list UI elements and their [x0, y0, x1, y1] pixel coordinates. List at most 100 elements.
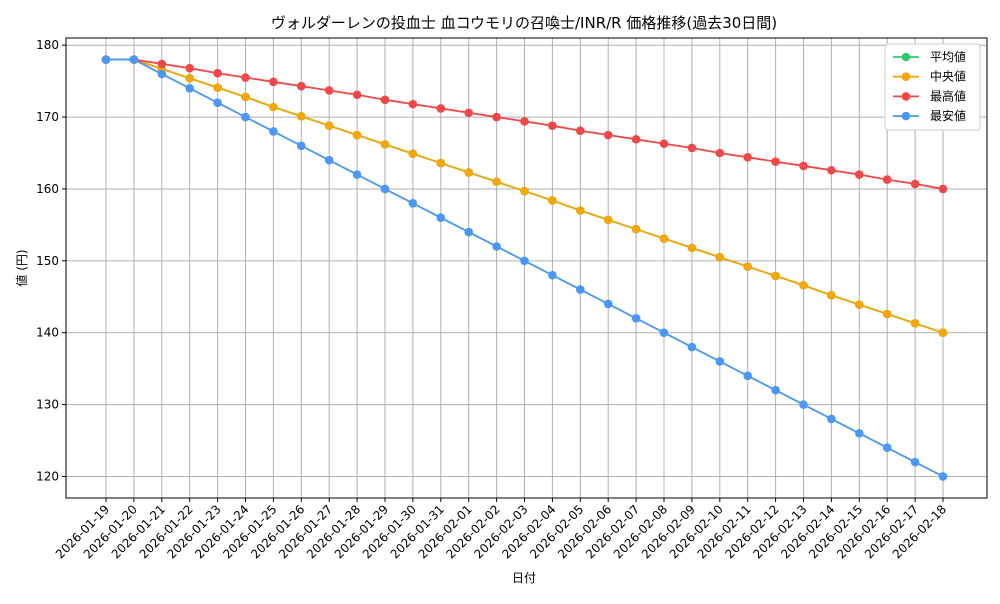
data-point: [938, 472, 948, 481]
legend-item: 最高値: [893, 88, 966, 103]
data-point: [882, 443, 892, 452]
data-point: [882, 309, 892, 319]
data-point: [157, 69, 167, 79]
y-tick-label: 160: [36, 182, 59, 196]
data-point: [659, 139, 669, 148]
data-point: [771, 157, 780, 166]
legend-marker: [901, 111, 911, 121]
data-point: [324, 121, 334, 130]
data-point: [687, 243, 697, 253]
data-point: [380, 95, 390, 105]
data-point: [520, 256, 529, 266]
data-point: [129, 55, 139, 64]
legend-label: 最安値: [930, 108, 966, 123]
data-point: [827, 165, 836, 175]
data-point: [576, 285, 585, 294]
data-point: [380, 184, 390, 194]
data-point: [687, 143, 697, 153]
data-point: [855, 300, 864, 309]
y-tick-label: 130: [36, 398, 59, 412]
data-point: [827, 414, 836, 424]
data-point: [882, 175, 892, 184]
y-axis: 120 130 140 150 160 170 180: [36, 38, 66, 483]
series-layer: [101, 55, 948, 481]
data-point: [269, 102, 278, 112]
data-point: [297, 141, 306, 151]
data-point: [241, 73, 250, 82]
data-point: [436, 104, 446, 113]
y-tick-label: 170: [36, 110, 59, 124]
data-point: [910, 457, 920, 467]
data-point: [743, 262, 752, 271]
legend-label: 平均値: [930, 49, 966, 64]
data-point: [185, 73, 194, 83]
grid-layer: [66, 38, 987, 498]
data-point: [408, 199, 418, 208]
data-point: [352, 90, 362, 100]
data-point: [408, 149, 418, 159]
y-tick-label: 150: [36, 254, 59, 268]
data-point: [520, 117, 529, 126]
y-tick-label: 140: [36, 326, 59, 340]
data-point: [436, 213, 446, 222]
legend-item: 平均値: [893, 49, 966, 64]
data-point: [603, 130, 613, 140]
legend-marker: [901, 52, 911, 62]
data-point: [269, 127, 278, 136]
y-tick-label: 120: [36, 469, 59, 483]
data-point: [380, 140, 390, 149]
data-point: [101, 55, 111, 64]
data-point: [855, 429, 864, 438]
data-point: [324, 86, 334, 95]
data-point: [659, 234, 669, 243]
data-point: [492, 177, 501, 187]
data-point: [771, 271, 780, 281]
series-3: [101, 55, 948, 481]
data-point: [715, 357, 725, 366]
data-point: [938, 328, 948, 337]
data-point: [464, 227, 474, 237]
data-point: [603, 215, 613, 225]
data-point: [352, 170, 362, 179]
data-point: [324, 155, 334, 165]
legend-label: 中央値: [930, 69, 966, 84]
data-point: [715, 148, 725, 158]
data-point: [799, 400, 808, 409]
legend-label: 最高値: [930, 88, 966, 103]
data-point: [548, 121, 557, 130]
data-point: [631, 314, 641, 323]
data-point: [743, 153, 752, 162]
data-point: [185, 84, 194, 93]
data-point: [241, 112, 250, 122]
legend-item: 最安値: [893, 108, 966, 123]
data-point: [910, 179, 920, 189]
data-point: [464, 108, 474, 118]
data-point: [408, 99, 418, 109]
data-point: [631, 224, 641, 234]
data-point: [436, 158, 446, 168]
data-point: [213, 83, 222, 92]
data-point: [715, 252, 725, 262]
y-axis-label: 値 (円): [14, 249, 29, 286]
data-point: [185, 63, 194, 73]
data-point: [297, 81, 306, 91]
series-1: [101, 55, 948, 337]
x-axis-label: 日付: [512, 571, 536, 585]
data-point: [910, 319, 920, 328]
data-point: [659, 328, 669, 337]
data-point: [938, 184, 948, 194]
data-point: [269, 77, 278, 87]
legend-marker: [901, 92, 911, 101]
data-point: [548, 196, 557, 205]
data-point: [520, 186, 529, 196]
legend-marker: [901, 72, 911, 81]
data-point: [771, 385, 780, 395]
data-point: [631, 135, 641, 144]
data-point: [297, 112, 306, 121]
data-point: [576, 206, 585, 215]
data-point: [827, 291, 836, 300]
chart-title: ヴォルダーレンの投血士 血コウモリの召喚士/INR/R 価格推移(過去30日間): [271, 14, 777, 32]
data-point: [213, 68, 222, 78]
